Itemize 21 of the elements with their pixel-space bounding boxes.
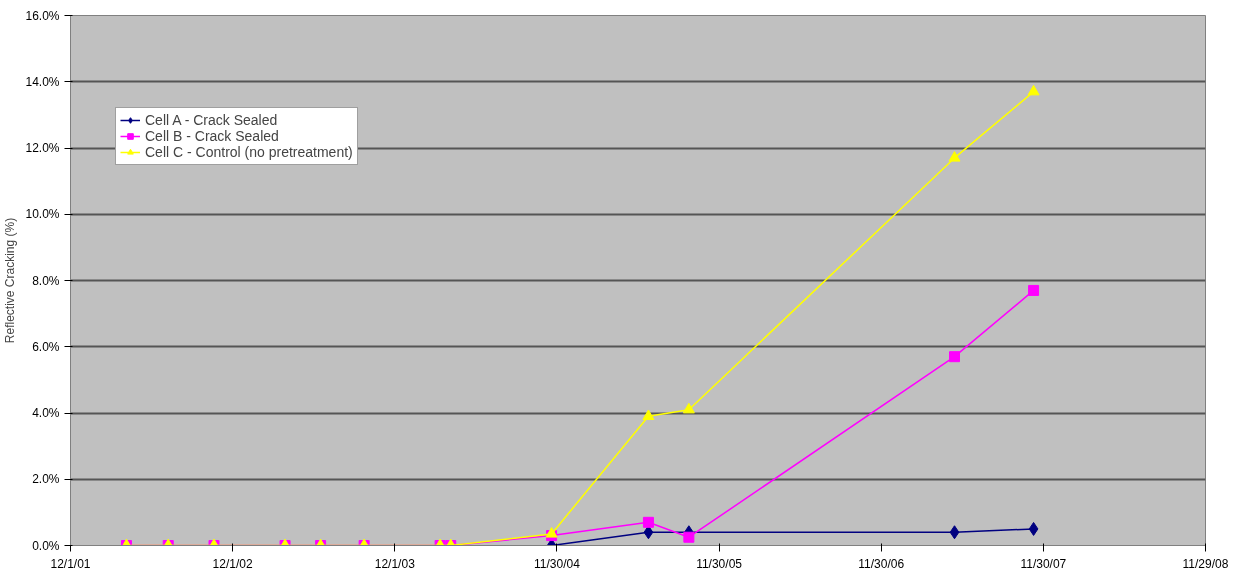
x-tick-label: 12/1/02 (212, 556, 253, 571)
legend-label: Cell A - Crack Sealed (145, 112, 278, 128)
y-tick-label: 4.0% (32, 406, 60, 420)
x-tick-label: 11/30/07 (1020, 556, 1067, 571)
y-tick-label: 0.0% (32, 538, 60, 553)
x-tick-label: 12/1/03 (374, 556, 416, 571)
x-tick-label: 11/30/06 (858, 556, 905, 571)
y-axis-title: Reflective Cracking (%) (3, 217, 18, 344)
y-tick-label: 12.0% (25, 141, 60, 155)
y-tick-label: 8.0% (32, 273, 60, 288)
y-tick-label: 16.0% (25, 8, 60, 23)
y-tick-label: 2.0% (32, 472, 60, 487)
legend-label: Cell B - Crack Sealed (145, 128, 279, 144)
x-tick-label: 11/29/08 (1182, 556, 1229, 571)
y-tick-label: 10.0% (25, 207, 60, 222)
y-tick-label: 14.0% (25, 74, 60, 89)
x-tick-label: 12/1/01 (50, 556, 91, 571)
legend-label: Cell C - Control (no pretreatment) (145, 144, 353, 160)
y-tick-label: 6.0% (32, 339, 60, 354)
x-tick-label: 11/30/05 (696, 556, 743, 571)
x-tick-label: 11/30/04 (534, 556, 581, 571)
